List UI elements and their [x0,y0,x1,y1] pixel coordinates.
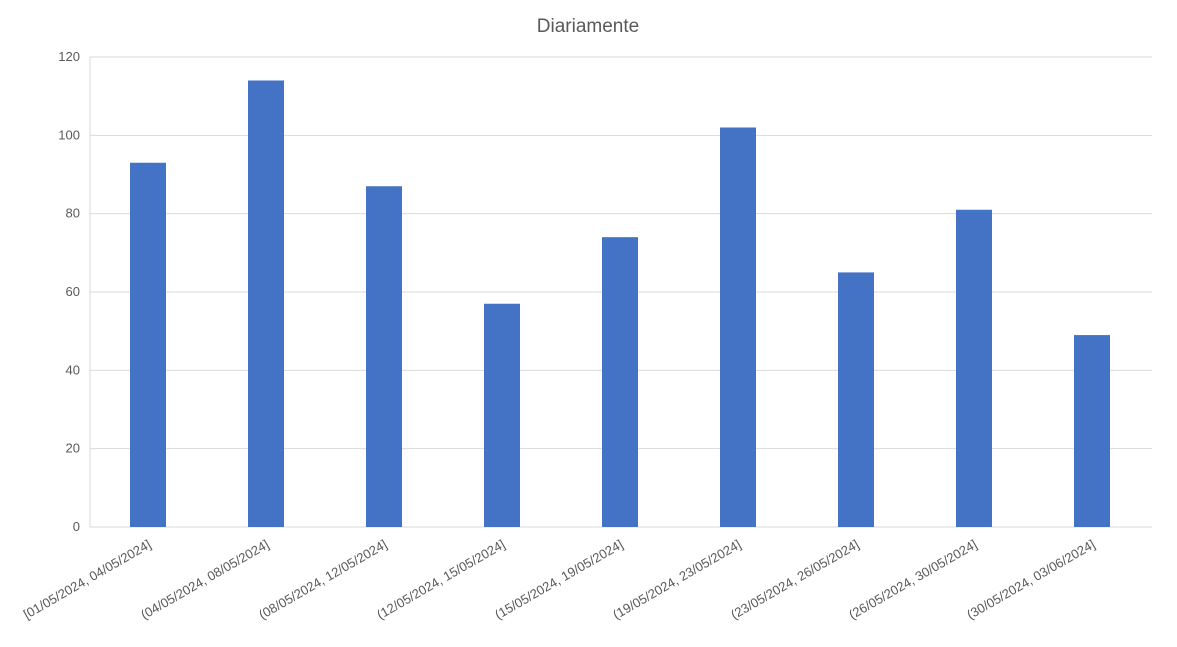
x-category-label: (04/05/2024, 08/05/2024] [138,537,271,623]
bar [956,209,992,527]
x-category-label: (30/05/2024, 03/06/2024] [964,537,1097,623]
bars [130,80,1110,527]
bar [366,186,402,527]
x-axis-category-labels: [01/05/2024, 04/05/2024](04/05/2024, 08/… [21,537,1098,623]
bar [130,162,166,527]
x-category-label: (26/05/2024, 30/05/2024] [846,537,979,623]
x-category-label: (08/05/2024, 12/05/2024] [256,537,389,623]
x-category-label: (19/05/2024, 23/05/2024] [610,537,743,623]
x-category-label: (15/05/2024, 19/05/2024] [492,537,625,623]
bar [602,237,638,527]
y-tick-label: 60 [66,284,80,299]
x-category-label: (23/05/2024, 26/05/2024] [728,537,861,623]
x-category-label: [01/05/2024, 04/05/2024] [21,537,154,622]
bar [720,127,756,527]
y-tick-label: 80 [66,206,80,221]
bar [1074,335,1110,527]
bar [838,272,874,527]
y-tick-label: 40 [66,362,80,377]
bar [248,80,284,527]
y-tick-label: 120 [58,49,80,64]
bar [484,303,520,527]
chart-title: Diariamente [537,16,639,37]
y-tick-label: 20 [66,441,80,456]
x-category-label: (12/05/2024, 15/05/2024] [374,537,507,623]
y-axis-tick-labels: 0 20 40 60 80 100 120 [58,49,80,534]
y-tick-label: 0 [73,519,80,534]
y-tick-label: 100 [58,127,80,142]
